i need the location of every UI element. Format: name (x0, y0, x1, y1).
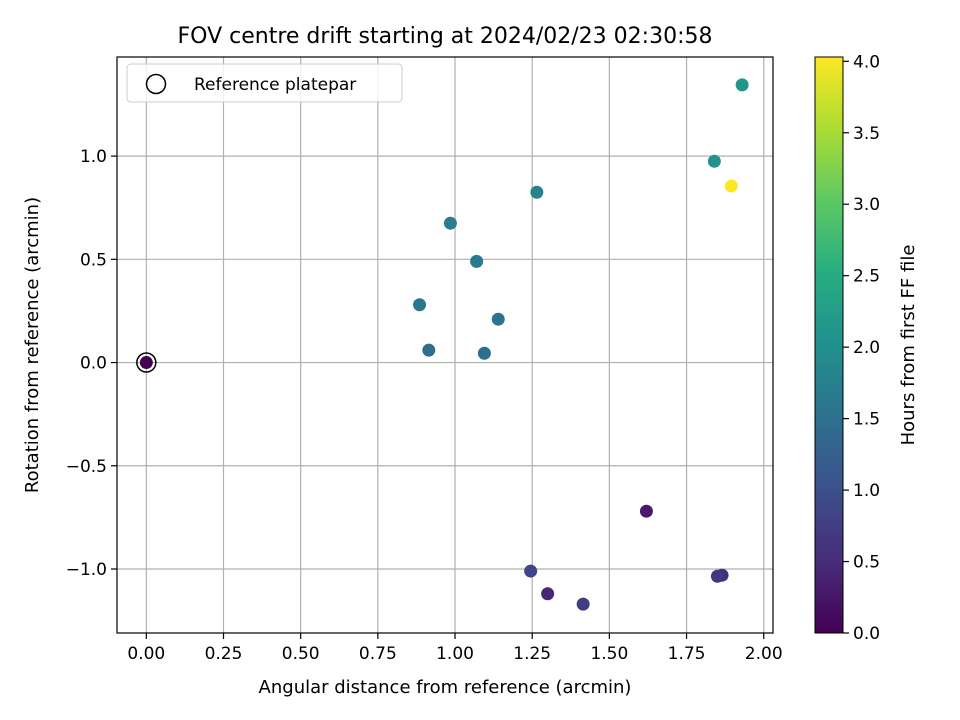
chart-title: FOV centre drift starting at 2024/02/23 … (178, 24, 713, 49)
x-tick-label: 0.50 (282, 644, 320, 664)
data-point (477, 346, 491, 360)
colorbar-tick-label: 3.0 (853, 195, 880, 215)
colorbar-label: Hours from first FF file (898, 245, 919, 446)
y-tick-label: 0.5 (80, 250, 107, 270)
legend-entry-reference: Reference platepar (194, 75, 356, 95)
colorbar: 0.0 0.5 1.0 1.5 2.0 2.5 3.0 3.5 4.0 Hours from f… (814, 52, 919, 644)
data-point (139, 356, 153, 370)
x-tick-label: 0.25 (205, 644, 243, 664)
data-point (524, 564, 538, 578)
colorbar-tick-label: 1.5 (853, 410, 880, 430)
data-point (491, 312, 505, 326)
colorbar-tick-label: 2.0 (853, 338, 880, 358)
colorbar-tick-label: 3.5 (853, 124, 880, 144)
legend: Reference platepar (126, 63, 403, 103)
x-axis-label: Angular distance from reference (arcmin) (259, 677, 632, 698)
data-point (724, 179, 738, 193)
reference-platepar-marker (136, 352, 157, 373)
data-point (639, 504, 653, 518)
x-axis-ticks: 0.00 0.25 0.50 0.75 1.00 1.25 1.50 1.75 2.00 (127, 633, 783, 664)
data-point (541, 587, 555, 601)
data-point (530, 185, 544, 199)
data-point (470, 254, 484, 268)
colorbar-ticks: 0.0 0.5 1.0 1.5 2.0 2.5 3.0 3.5 4.0 (843, 52, 880, 644)
x-tick-label: 1.50 (590, 644, 628, 664)
data-points (136, 78, 749, 611)
data-point (422, 343, 436, 357)
data-point (443, 216, 457, 230)
colorbar-tick-label: 4.0 (853, 52, 880, 72)
colorbar-tick-label: 1.0 (853, 481, 880, 501)
x-tick-label: 0.75 (359, 644, 397, 664)
data-point (707, 154, 721, 168)
y-axis-label: Rotation from reference (arcmin) (22, 197, 43, 493)
y-tick-label: −0.5 (66, 457, 107, 477)
x-tick-label: 0.00 (127, 644, 165, 664)
data-point (710, 569, 724, 583)
data-point (413, 298, 427, 312)
grid (117, 57, 773, 633)
x-tick-label: 2.00 (745, 644, 783, 664)
y-tick-label: 0.0 (80, 354, 107, 374)
colorbar-tick-label: 0.0 (853, 624, 880, 644)
x-tick-label: 1.25 (513, 644, 551, 664)
y-tick-label: 1.0 (80, 147, 107, 167)
x-tick-label: 1.00 (436, 644, 474, 664)
data-point (735, 78, 749, 92)
y-axis-ticks: −1.0 −0.5 0.0 0.5 1.0 (66, 147, 117, 580)
legend-marker-reference (145, 73, 167, 95)
colorbar-tick-label: 2.5 (853, 267, 880, 287)
y-tick-label: −1.0 (66, 560, 107, 580)
colorbar-tick-label: 0.5 (853, 553, 880, 573)
data-point (576, 597, 590, 611)
plot-frame (116, 56, 774, 634)
colorbar-gradient (814, 56, 844, 634)
legend-box (126, 63, 403, 103)
x-tick-label: 1.75 (668, 644, 706, 664)
